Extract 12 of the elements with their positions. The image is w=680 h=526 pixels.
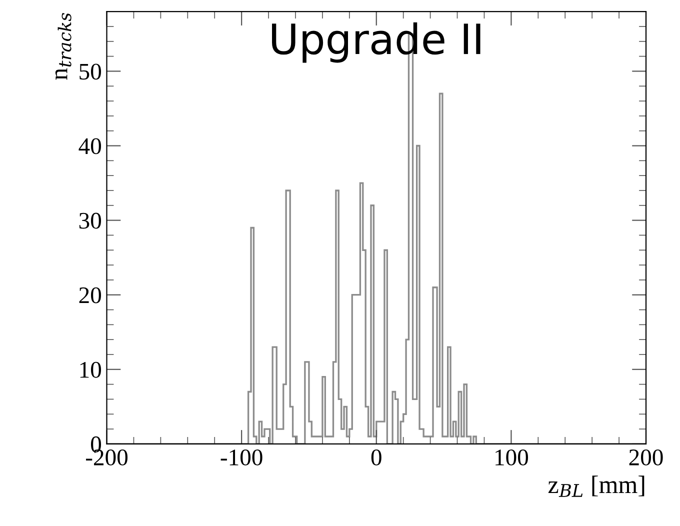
chart-title: Upgrade II xyxy=(272,22,480,63)
x-axis-title: z$_{BL}$ [mm] xyxy=(548,476,644,497)
x-tick-label: 100 xyxy=(496,449,528,466)
y-axis-title: n$_{tracks}$ xyxy=(55,12,72,80)
y-tick-label: 10 xyxy=(80,362,101,378)
y-tick-label: 30 xyxy=(79,212,101,229)
y-tick-label: 20 xyxy=(79,287,101,304)
y-tick-label: 40 xyxy=(78,138,101,154)
x-tick-label: 0 xyxy=(371,449,382,466)
x-tick-label: -100 xyxy=(220,449,262,466)
x-tick-label: 200 xyxy=(629,449,663,466)
y-tick-label: 50 xyxy=(80,64,101,80)
